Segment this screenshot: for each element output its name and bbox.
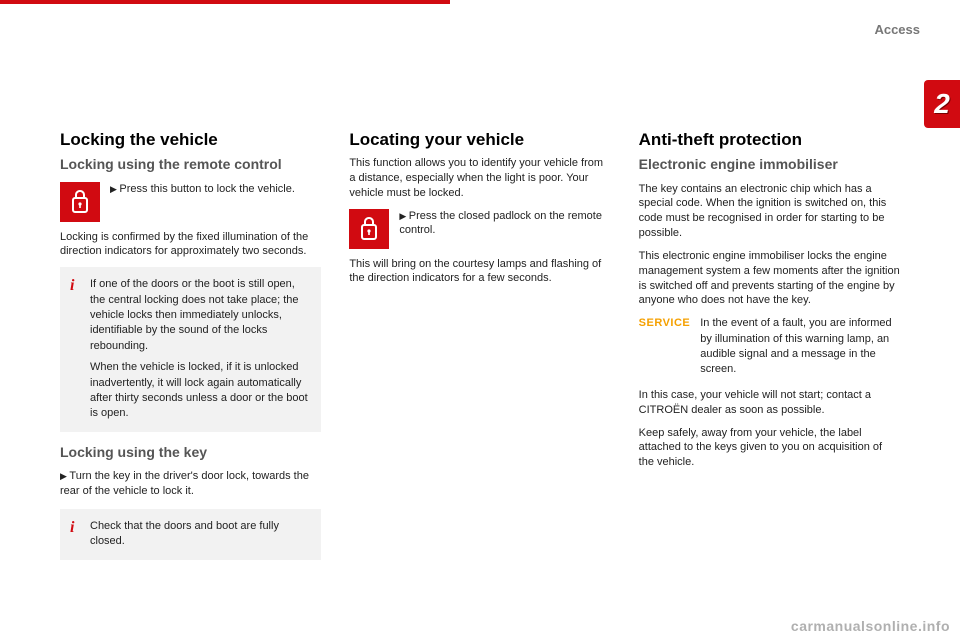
section-header: Access <box>874 22 920 37</box>
locating-result: This will bring on the courtesy lamps an… <box>349 257 610 287</box>
column-locating: Locating your vehicle This function allo… <box>349 130 610 572</box>
info-box-doors: i If one of the doors or the boot is sti… <box>60 267 321 432</box>
immobiliser-p3: In this case, your vehicle will not star… <box>639 388 900 418</box>
content-columns: Locking the vehicle Locking using the re… <box>60 130 900 572</box>
immobiliser-p1: The key contains an electronic chip whic… <box>639 182 900 241</box>
service-warning-row: SERVICE In the event of a fault, you are… <box>639 316 900 378</box>
info-icon: i <box>70 275 74 297</box>
lock-button-row: Press this button to lock the vehicle. <box>60 182 321 222</box>
info-icon: i <box>70 517 74 539</box>
subhead-remote: Locking using the remote control <box>60 156 321 174</box>
heading-antitheft: Anti-theft protection <box>639 130 900 150</box>
accent-bar <box>0 0 450 4</box>
lock-icon <box>60 182 100 222</box>
lock-confirm-text: Locking is confirmed by the fixed illumi… <box>60 230 321 260</box>
chapter-number: 2 <box>934 88 950 120</box>
padlock-glyph <box>70 189 90 215</box>
padlock-glyph <box>359 216 379 242</box>
immobiliser-p2: This electronic engine immobiliser locks… <box>639 249 900 308</box>
column-antitheft: Anti-theft protection Electronic engine … <box>639 130 900 572</box>
info-doors-p2: When the vehicle is locked, if it is unl… <box>90 360 309 422</box>
immobiliser-p4: Keep safely, away from your vehicle, the… <box>639 426 900 471</box>
column-locking: Locking the vehicle Locking using the re… <box>60 130 321 572</box>
locate-button-row: Press the closed padlock on the remote c… <box>349 209 610 249</box>
chapter-tab: 2 <box>924 80 960 128</box>
info-doors-p1: If one of the doors or the boot is still… <box>90 277 309 354</box>
locating-intro: This function allows you to identify you… <box>349 156 610 201</box>
service-text: In the event of a fault, you are informe… <box>700 316 900 378</box>
footer-source-link[interactable]: carmanualsonline.info <box>791 618 950 634</box>
turn-key-text: Turn the key in the driver's door lock, … <box>60 469 321 499</box>
heading-locating: Locating your vehicle <box>349 130 610 150</box>
press-closed-text: Press the closed padlock on the remote c… <box>399 209 610 239</box>
heading-locking: Locking the vehicle <box>60 130 321 150</box>
press-lock-text: Press this button to lock the vehicle. <box>110 182 295 197</box>
info-check-text: Check that the doors and boot are fully … <box>90 519 309 550</box>
lock-icon <box>349 209 389 249</box>
service-label: SERVICE <box>639 316 691 329</box>
subhead-key: Locking using the key <box>60 444 321 462</box>
info-box-check: i Check that the doors and boot are full… <box>60 509 321 560</box>
subhead-immobiliser: Electronic engine immobiliser <box>639 156 900 174</box>
manual-page: Access 2 Locking the vehicle Locking usi… <box>0 0 960 640</box>
